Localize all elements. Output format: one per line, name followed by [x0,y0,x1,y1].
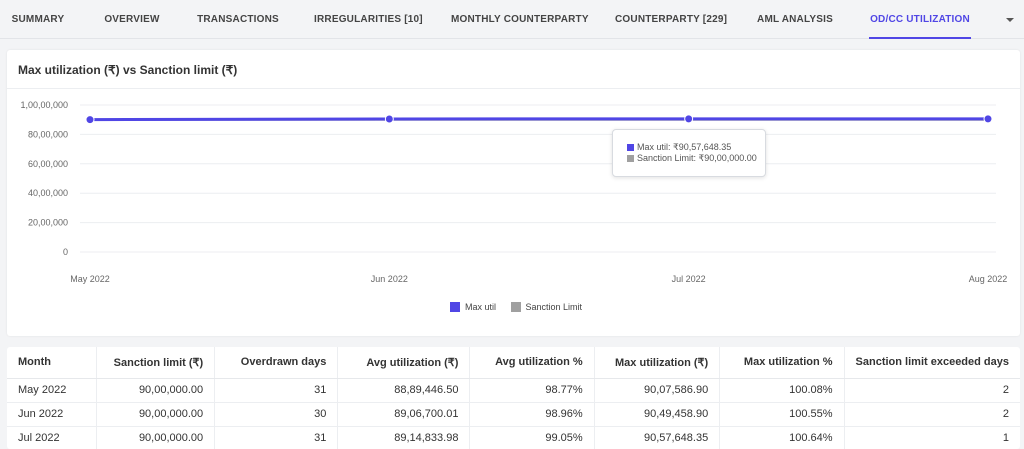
legend-item-max-util[interactable]: Max util [450,302,496,312]
chart-card: Max utilization (₹) vs Sanction limit (₹… [7,50,1020,336]
max-util-swatch [627,144,634,151]
legend-swatch-max-util [450,302,460,312]
cell-max-utilization: 90,49,458.90 [593,402,720,427]
tab-irregularities[interactable]: IRREGULARITIES [10] [314,14,423,25]
data-point-max-util [684,114,694,124]
x-tick-label: Aug 2022 [969,274,1008,284]
col-limit-exceeded-days[interactable]: Sanction limit exceeded days [843,347,1020,379]
chevron-down-icon[interactable] [1004,14,1016,26]
card-divider [7,88,1020,89]
tab-summary[interactable]: SUMMARY [11,14,65,25]
table-header-row: Month Sanction limit (₹) Overdrawn days … [7,347,1020,379]
tooltip-sanction-limit: Sanction Limit: ₹90,00,000.00 [627,153,765,164]
cell-avg-utilization: 89,14,833.98 [337,426,470,449]
legend-label-max-util: Max util [465,302,497,312]
col-max-utilization[interactable]: Max utilization (₹) [593,347,720,379]
cell-overdrawn-days: 30 [214,402,338,427]
cell-month: May 2022 [7,378,97,403]
cell-max-utilization: 90,07,586.90 [593,378,720,403]
cell-limit-exceeded-days: 2 [843,378,1020,403]
data-point-max-util [384,114,394,124]
data-point-max-util [85,115,95,125]
cell-overdrawn-days: 31 [214,378,338,403]
tab-bar: SUMMARY OVERVIEW TRANSACTIONS IRREGULARI… [0,0,1024,39]
col-overdrawn-days[interactable]: Overdrawn days [214,347,338,379]
y-tick-label: 40,00,000 [28,188,68,198]
cell-max-utilization-pct: 100.64% [719,426,845,449]
cell-avg-utilization-pct: 99.05% [469,426,595,449]
tab-overview[interactable]: OVERVIEW [104,14,160,25]
cell-avg-utilization-pct: 98.96% [469,402,595,427]
cell-limit-exceeded-days: 2 [843,402,1020,427]
cell-overdrawn-days: 31 [214,426,338,449]
y-tick-label: 60,00,000 [28,159,68,169]
chart-title: Max utilization (₹) vs Sanction limit (₹… [18,63,238,77]
col-avg-utilization[interactable]: Avg utilization (₹) [337,347,470,379]
cell-sanction-limit: 90,00,000.00 [95,402,215,427]
cell-limit-exceeded-days: 1 [843,426,1020,449]
cell-month: Jun 2022 [7,402,97,427]
x-tick-label: Jul 2022 [672,274,706,284]
table-row: Jun 2022 90,00,000.00 30 89,06,700.01 98… [7,402,1020,427]
chart-legend: Max util Sanction Limit [450,302,594,312]
cell-sanction-limit: 90,00,000.00 [95,426,215,449]
x-tick-label: May 2022 [70,274,110,284]
cell-avg-utilization: 89,06,700.01 [337,402,470,427]
series-line-max-util [89,117,988,122]
legend-item-sanction-limit[interactable]: Sanction Limit [510,302,583,312]
data-point-max-util [983,114,993,124]
legend-swatch-sanction-limit [510,302,521,312]
cell-max-utilization: 90,57,648.35 [593,426,720,449]
col-avg-utilization-pct[interactable]: Avg utilization % [469,347,595,379]
y-tick-label: 20,00,000 [28,218,68,228]
table-row: May 2022 90,00,000.00 31 88,89,446.50 98… [7,378,1020,403]
line-chart: 0 20,00,000 40,00,000 60,00,000 80,00,000 1,0… [20,100,1008,284]
cell-sanction-limit: 90,00,000.00 [95,378,215,403]
cell-avg-utilization: 88,89,446.50 [337,378,470,403]
sanction-limit-swatch [627,155,634,162]
tab-counterparty[interactable]: COUNTERPARTY [229] [615,14,728,25]
col-sanction-limit[interactable]: Sanction limit (₹) [95,347,215,379]
col-max-utilization-pct[interactable]: Max utilization % [719,347,845,379]
y-tick-label: 80,00,000 [28,129,68,139]
cell-avg-utilization-pct: 98.77% [469,378,595,403]
legend-label-sanction-limit: Sanction Limit [525,302,583,312]
tooltip-sanction-limit-text: Sanction Limit: ₹90,00,000.00 [637,153,757,163]
tooltip-max-util-text: Max util: ₹90,57,648.35 [637,142,732,152]
cell-max-utilization-pct: 100.08% [719,378,845,403]
table-row: Jul 2022 90,00,000.00 31 89,14,833.98 99… [7,426,1020,449]
utilization-table-card: Month Sanction limit (₹) Overdrawn days … [7,347,1020,449]
cell-max-utilization-pct: 100.55% [719,402,845,427]
tab-monthly-counterparty[interactable]: MONTHLY COUNTERPARTY [451,14,589,25]
cell-month: Jul 2022 [7,426,97,449]
tab-aml-analysis[interactable]: AML ANALYSIS [757,14,833,25]
utilization-table: Month Sanction limit (₹) Overdrawn days … [7,347,1020,449]
col-month[interactable]: Month [7,347,97,379]
tab-odcc-utilization[interactable]: OD/CC UTILIZATION [869,0,971,39]
y-tick-label: 1,00,00,000 [20,100,68,110]
chart-tooltip: Max util: ₹90,57,648.35 Sanction Limit: … [612,129,766,177]
tab-transactions[interactable]: TRANSACTIONS [197,14,279,25]
tooltip-max-util: Max util: ₹90,57,648.35 [627,142,765,153]
y-tick-label: 0 [63,247,68,257]
x-tick-label: Jun 2022 [371,274,408,284]
